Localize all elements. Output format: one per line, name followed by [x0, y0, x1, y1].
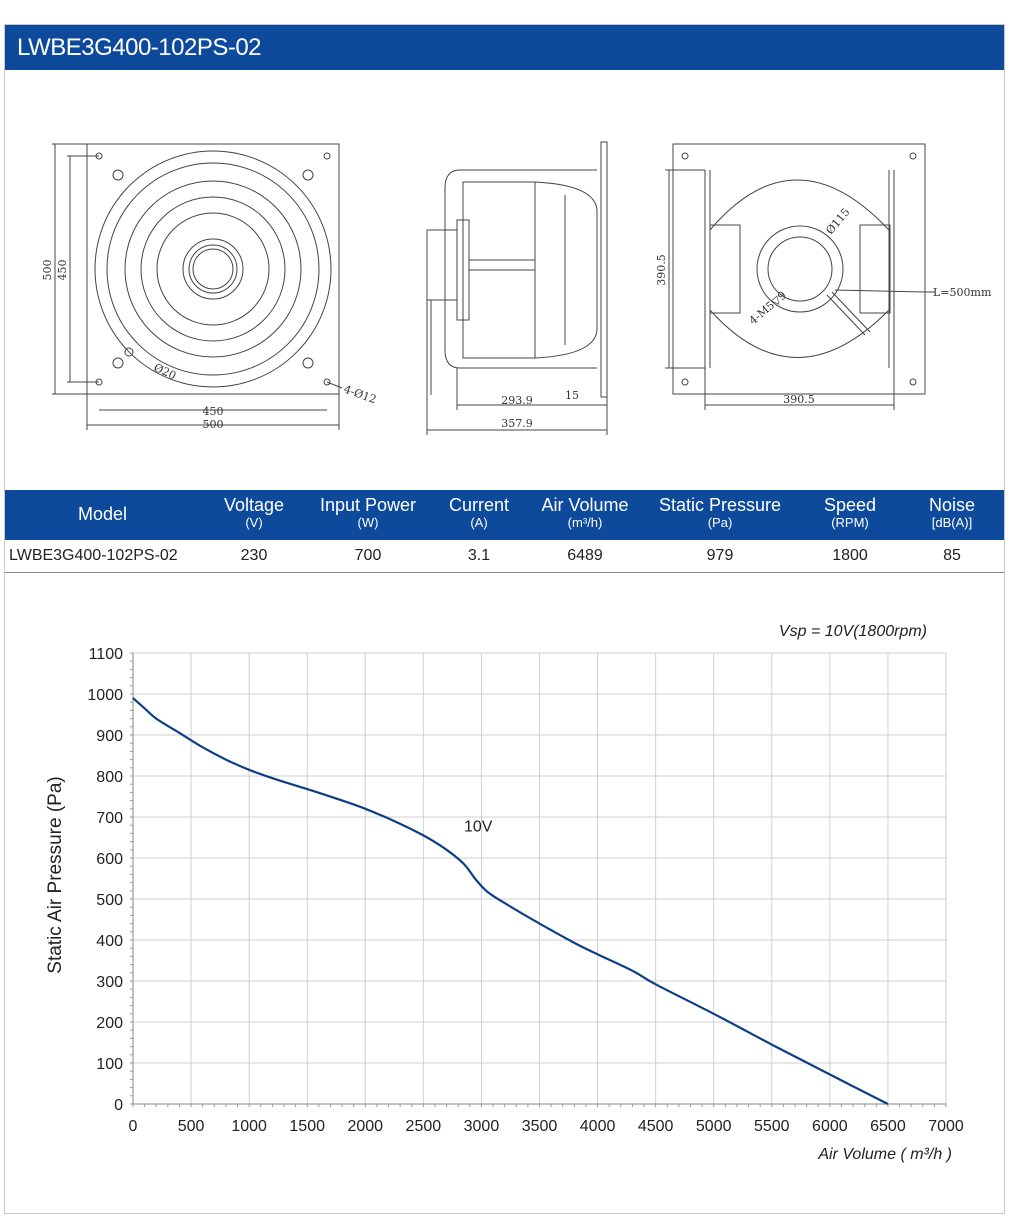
dim-phi115: Ø115 — [823, 206, 852, 237]
chart-series: 10V — [132, 697, 889, 1105]
dim-390-5-horizontal: 390.5 — [783, 393, 815, 406]
header-input-power: Input Power (W) — [319, 495, 417, 530]
dim-phi20: Ø20 — [152, 361, 178, 383]
dim-293-9: 293.9 — [501, 394, 533, 407]
dim-450-horizontal: 450 — [203, 405, 224, 418]
spec-table-row: LWBE3G400-102PS-02 230 700 3.1 6489 979 … — [5, 540, 1004, 573]
series-label-10v: 10V — [464, 818, 493, 835]
x-tick-label: 6500 — [870, 1118, 906, 1135]
dim-cable-length: L=500mm — [933, 286, 992, 299]
chart-ticks: 0 100 200 300 400 500 600 700 800 900 1000 1100 0 500… — [87, 646, 963, 1135]
y-tick-label: 1000 — [87, 687, 123, 704]
x-tick-label: 3500 — [522, 1118, 558, 1135]
dim-500-vertical: 500 — [41, 260, 54, 281]
cell-speed: 1800 — [832, 547, 868, 564]
header-air-volume: Air Volume (m³/h) — [541, 495, 629, 530]
cell-noise: 85 — [943, 547, 961, 564]
dim-450-vertical: 450 — [56, 260, 69, 281]
chart-grid — [132, 652, 947, 1105]
y-tick-label: 400 — [96, 933, 123, 950]
y-tick-label: 700 — [96, 810, 123, 827]
cell-voltage: 230 — [240, 547, 268, 564]
x-tick-label: 1500 — [289, 1118, 325, 1135]
x-tick-label: 5000 — [696, 1118, 732, 1135]
cell-model: LWBE3G400-102PS-02 — [9, 547, 178, 564]
x-tick-label: 6000 — [812, 1118, 848, 1135]
header-voltage: Voltage (V) — [223, 495, 285, 530]
dim-357-9: 357.9 — [501, 417, 533, 430]
header-speed: Speed (RPM) — [823, 495, 877, 530]
front-view — [52, 143, 343, 430]
x-tick-label: 3000 — [464, 1118, 500, 1135]
y-tick-label: 800 — [96, 769, 123, 786]
back-view — [665, 143, 935, 410]
y-tick-label: 1100 — [89, 646, 124, 663]
cell-current: 3.1 — [467, 547, 491, 564]
cell-static-pressure: 979 — [706, 547, 734, 564]
header-static-pressure: Static Pressure (Pa) — [658, 495, 782, 530]
dim-15: 15 — [565, 389, 579, 402]
y-axis-label: Static Air Pressure (Pa) — [45, 776, 66, 973]
dimension-drawing: 500 450 450 500 Ø20 4-Ø12 293.9 15 357.9… — [5, 70, 1004, 490]
side-view — [426, 141, 608, 435]
header-noise: Noise [dB(A)] — [928, 495, 976, 530]
x-tick-label: 2500 — [406, 1118, 442, 1135]
pressure-volume-chart: 0 100 200 300 400 500 600 700 800 900 1000 1100 0 500… — [0, 600, 1010, 1180]
x-tick-label: 7000 — [928, 1118, 964, 1135]
dim-holes: 4-Ø12 — [342, 383, 378, 407]
series-line-10v — [132, 697, 889, 1105]
x-tick-label: 2000 — [347, 1118, 383, 1135]
y-tick-label: 900 — [96, 728, 123, 745]
x-axis-label: Air Volume ( m³/h ) — [817, 1146, 952, 1163]
y-tick-label: 200 — [96, 1015, 123, 1032]
x-tick-label: 0 — [129, 1118, 138, 1135]
y-tick-label: 300 — [96, 974, 123, 991]
y-tick-label: 500 — [96, 892, 123, 909]
y-tick-label: 0 — [114, 1097, 123, 1114]
spec-table-header: Model Voltage (V) Input Power (W) Current(… — [5, 490, 1004, 540]
header-current: Current (A) — [448, 495, 510, 530]
chart-annotation: Vsp = 10V(1800rpm) — [779, 623, 927, 640]
x-tick-label: 5500 — [754, 1118, 790, 1135]
x-tick-label: 4500 — [638, 1118, 674, 1135]
page-title: LWBE3G400-102PS-02 — [17, 34, 262, 61]
dim-500-horizontal: 500 — [203, 418, 224, 431]
header-model: Model — [77, 504, 128, 524]
y-tick-label: 100 — [96, 1056, 123, 1073]
page-frame — [4, 24, 1005, 1214]
y-tick-label: 600 — [96, 851, 123, 868]
x-tick-label: 1000 — [231, 1118, 267, 1135]
dim-390-5-vertical: 390.5 — [655, 254, 668, 286]
x-tick-label: 4000 — [580, 1118, 616, 1135]
cell-air-volume: 6489 — [567, 547, 603, 564]
title-bar: LWBE3G400-102PS-02 — [5, 25, 1004, 70]
x-tick-label: 500 — [178, 1118, 205, 1135]
cell-input-power: 700 — [354, 547, 382, 564]
